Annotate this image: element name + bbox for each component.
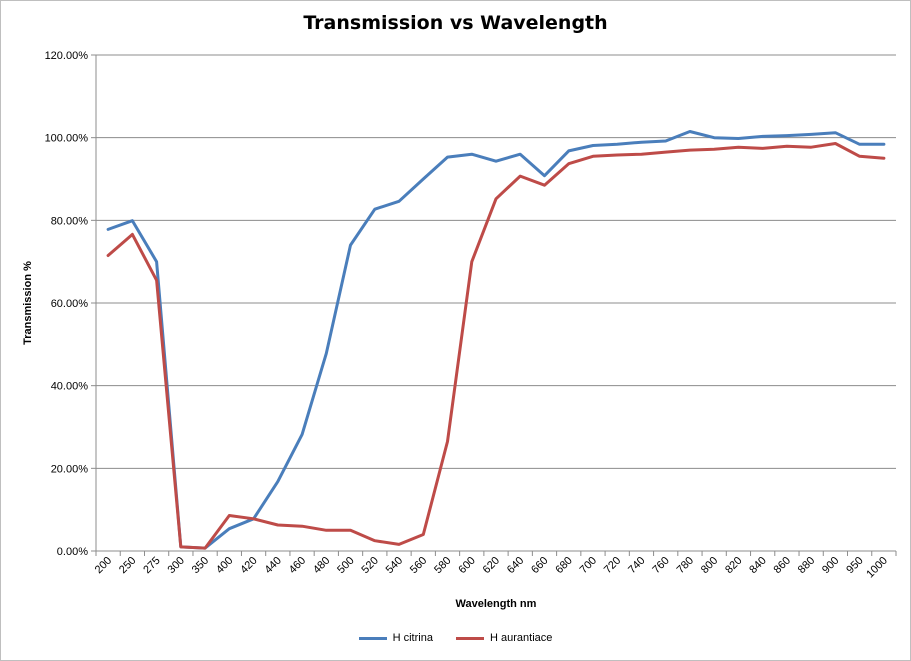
- x-tick-label: 275: [141, 555, 162, 576]
- x-tick-label: 500: [335, 555, 356, 576]
- x-tick-label: 840: [747, 555, 768, 576]
- x-tick-label: 400: [214, 555, 235, 576]
- x-tick-label: 800: [699, 555, 720, 576]
- legend-label-h-aurantiace: H aurantiace: [490, 632, 553, 644]
- x-tick-label: 680: [553, 555, 574, 576]
- legend-item-h-aurantiace: H aurantiace: [456, 632, 552, 644]
- legend-swatch-h-aurantiace: [456, 636, 485, 640]
- x-tick-label: 780: [675, 555, 696, 576]
- legend-swatch-h-citrina: [358, 636, 387, 640]
- x-tick-label: 620: [481, 555, 502, 576]
- x-tick-label: 1000: [864, 555, 890, 581]
- x-tick-label: 700: [578, 555, 599, 576]
- y-tick-label: 0.00%: [57, 546, 88, 558]
- x-tick-label: 540: [384, 555, 405, 576]
- y-tick-label: 20.00%: [51, 463, 89, 475]
- x-tick-label: 480: [311, 555, 332, 576]
- gridlines: [91, 54, 897, 556]
- x-tick-label: 580: [432, 555, 453, 576]
- x-tick-label: 900: [820, 555, 841, 576]
- x-tick-label: 720: [602, 555, 623, 576]
- x-axis-label: Wavelength nm: [456, 598, 537, 610]
- series-lines: [106, 130, 886, 550]
- chart-title: Transmission vs Wavelength: [303, 12, 608, 34]
- x-tick-label: 600: [456, 555, 477, 576]
- legend-label-h-citrina: H citrina: [392, 632, 433, 644]
- x-tick-label: 860: [772, 555, 793, 576]
- y-tick-label: 40.00%: [51, 381, 89, 393]
- x-tick-label: 200: [93, 555, 114, 576]
- legend: H citrina H aurantiace: [0, 632, 911, 644]
- x-tick-label: 560: [408, 555, 429, 576]
- series-line-0: [106, 130, 886, 550]
- y-axis-label: Transmission %: [22, 261, 34, 345]
- x-tick-label: 760: [650, 555, 671, 576]
- x-tick-label: 640: [505, 555, 526, 576]
- x-tick-label: 880: [796, 555, 817, 576]
- x-tick-label: 350: [190, 555, 211, 576]
- x-tick-label: 250: [117, 555, 138, 576]
- y-tick-label: 60.00%: [51, 298, 89, 310]
- x-tick-label: 660: [529, 555, 550, 576]
- x-tick-labels: 200 250 275 300 350 400 420 440 460 480 500 520 540 5…: [93, 555, 890, 581]
- y-tick-label: 100.00%: [45, 133, 89, 145]
- x-tick-label: 300: [166, 555, 187, 576]
- y-tick-labels: 0.00% 20.00% 40.00% 60.00% 80.00% 100.00% 120.…: [45, 50, 89, 558]
- series-line-1: [106, 142, 886, 550]
- x-tick-label: 440: [262, 555, 283, 576]
- x-tick-label: 820: [723, 555, 744, 576]
- x-tick-label: 520: [359, 555, 380, 576]
- x-tick-label: 740: [626, 555, 647, 576]
- y-tick-label: 80.00%: [51, 215, 89, 227]
- x-tick-label: 950: [844, 555, 865, 576]
- y-tick-label: 120.00%: [45, 50, 89, 62]
- legend-item-h-citrina: H citrina: [358, 632, 433, 644]
- x-tick-label: 460: [287, 555, 308, 576]
- x-tick-label: 420: [238, 555, 259, 576]
